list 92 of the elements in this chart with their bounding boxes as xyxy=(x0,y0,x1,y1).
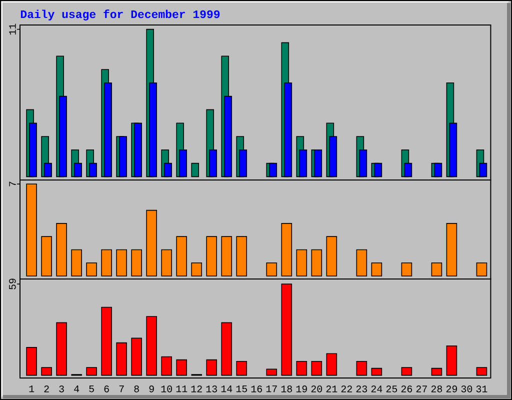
x-tick-label: 2 xyxy=(44,386,49,392)
bar xyxy=(371,262,382,276)
bar xyxy=(131,338,142,376)
x-tick-label: 21 xyxy=(326,386,338,392)
x-tick-label: 29 xyxy=(446,386,458,392)
bar xyxy=(26,347,37,376)
x-tick-label: 7 xyxy=(119,386,124,392)
x-tick-label: 31 xyxy=(476,386,488,392)
bar xyxy=(206,236,218,276)
bar xyxy=(176,359,188,376)
bar xyxy=(191,162,200,178)
bar xyxy=(161,249,172,276)
bar xyxy=(101,306,112,376)
bar xyxy=(311,249,322,276)
bar xyxy=(281,284,292,376)
bar xyxy=(119,136,127,178)
bar xyxy=(434,162,442,178)
x-tick-label: 13 xyxy=(206,386,217,392)
bar xyxy=(101,249,112,276)
x-tick-label: 15 xyxy=(236,386,247,392)
bar xyxy=(56,322,67,376)
bar xyxy=(374,162,382,178)
bar xyxy=(446,346,458,376)
bar xyxy=(269,162,278,178)
bar xyxy=(356,360,368,376)
bar xyxy=(446,223,458,276)
x-tick-label: 14 xyxy=(221,386,232,392)
bar xyxy=(56,223,67,276)
x-tick-label: 28 xyxy=(431,386,442,392)
x-tick-label: 11 xyxy=(176,386,188,392)
bar xyxy=(266,262,278,276)
x-tick-label: 24 xyxy=(371,386,382,392)
y-tick-label: 11 xyxy=(9,24,16,35)
bar xyxy=(431,262,442,276)
bar xyxy=(326,353,338,376)
bar xyxy=(146,316,157,376)
bar xyxy=(476,367,488,376)
bar xyxy=(41,367,52,376)
x-tick-label: 6 xyxy=(104,386,109,392)
x-tick-label: 10 xyxy=(161,386,172,392)
bar xyxy=(296,249,308,276)
bar xyxy=(131,249,142,276)
bar xyxy=(266,368,278,376)
x-tick-label: 18 xyxy=(281,386,292,392)
x-tick-label: 20 xyxy=(311,386,322,392)
bar xyxy=(221,236,232,276)
bar xyxy=(116,342,127,376)
x-tick-label: 9 xyxy=(149,386,154,392)
x-tick-label: 25 xyxy=(386,386,398,392)
bar xyxy=(314,150,322,178)
x-tick-label: 4 xyxy=(74,386,80,392)
x-tick-label: 3 xyxy=(59,386,64,392)
x-tick-label: 5 xyxy=(89,386,94,392)
bar xyxy=(221,322,232,376)
bar xyxy=(161,356,172,376)
x-tick-label: 12 xyxy=(191,386,202,392)
bar xyxy=(401,367,412,376)
bar xyxy=(371,368,382,376)
x-tick-label: 23 xyxy=(356,386,368,392)
bar xyxy=(356,249,368,276)
bar xyxy=(86,367,97,376)
x-tick-label: 16 xyxy=(251,386,262,392)
bar xyxy=(26,184,37,276)
bar xyxy=(176,236,188,276)
chart-title: Daily usage for December 1999 xyxy=(20,10,220,20)
y-tick-label: 7 xyxy=(9,182,16,186)
bar xyxy=(116,249,127,276)
y-tick-label: 59 xyxy=(9,278,16,290)
bar xyxy=(311,360,322,376)
bar xyxy=(71,249,82,276)
bar xyxy=(191,262,202,276)
bar xyxy=(206,359,218,376)
x-tick-label: 19 xyxy=(296,386,307,392)
bar xyxy=(476,262,488,276)
x-tick-label: 8 xyxy=(134,386,139,392)
bar xyxy=(41,236,52,276)
bar xyxy=(296,360,308,376)
x-tick-label: 17 xyxy=(266,386,277,392)
bar xyxy=(146,210,157,276)
bar xyxy=(134,122,142,178)
bar xyxy=(431,368,442,376)
x-tick-label: 26 xyxy=(401,386,412,392)
bar xyxy=(281,223,292,276)
x-tick-label: 22 xyxy=(341,386,352,392)
x-tick-label: 27 xyxy=(416,386,427,392)
bar xyxy=(86,262,97,276)
x-tick-label: 1 xyxy=(29,386,34,392)
bar xyxy=(236,236,248,276)
bar xyxy=(401,262,412,276)
bar xyxy=(326,236,338,276)
bar xyxy=(236,360,248,376)
x-tick-label: 30 xyxy=(461,386,472,392)
